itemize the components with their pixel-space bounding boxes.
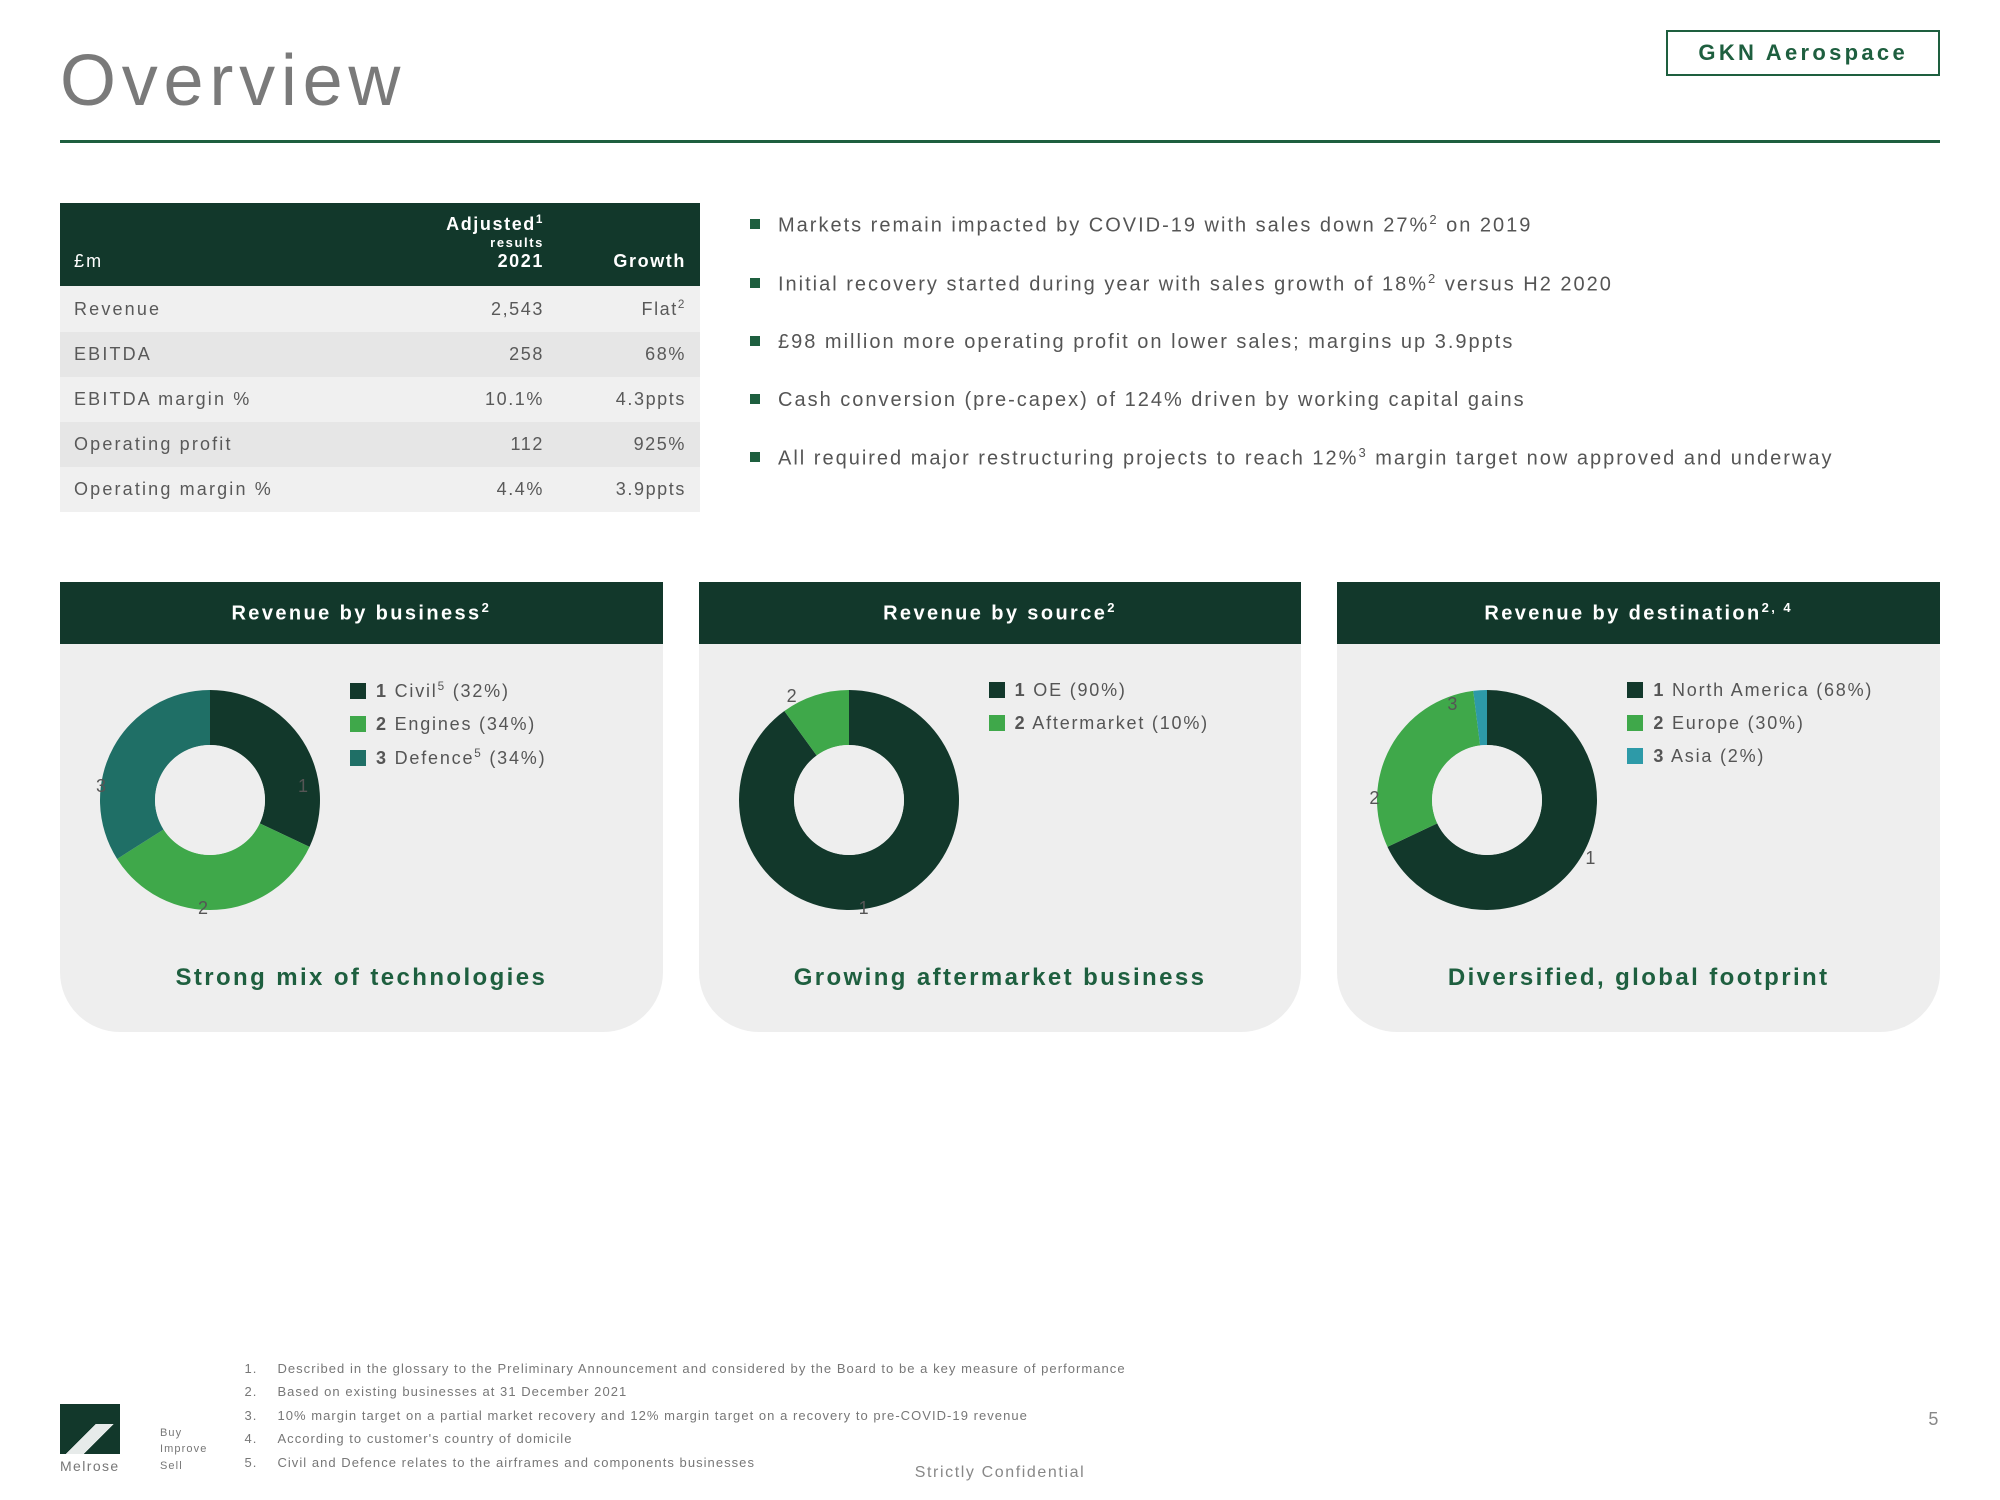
chart-title: Revenue by destination2, 4 [1337, 582, 1940, 644]
col-header-growth: Growth [558, 203, 700, 286]
slice-number-label: 1 [298, 776, 310, 797]
legend-item: 2 Engines (34%) [350, 714, 633, 735]
legend-item: 2 Europe (30%) [1627, 713, 1910, 734]
highlight-item: £98 million more operating profit on low… [750, 328, 1940, 356]
table-row: Operating margin %4.4%3.9ppts [60, 467, 700, 512]
bullet-icon [750, 219, 760, 229]
chart-card: Revenue by business2 1 2 3 1 Civil5 (32%) 2… [60, 582, 663, 1032]
chart-legend: 1 North America (68%) 2 Europe (30%) 3 Asi… [1627, 680, 1910, 779]
confidentiality-label: Strictly Confidential [0, 1464, 2000, 1482]
highlight-item: All required major restructuring project… [750, 444, 1940, 473]
title-rule [60, 140, 1940, 143]
table-row: Operating profit112925% [60, 422, 700, 467]
col-header-adjusted: Adjusted1 results 2021 [380, 203, 558, 286]
slice-number-label: 2 [198, 898, 210, 919]
slice-number-label: 2 [1369, 788, 1381, 809]
results-table: £m Adjusted1 results 2021 Growth Revenue… [60, 203, 700, 512]
footnote-item: 3.10% margin target on a partial market … [237, 1404, 1940, 1427]
legend-item: 3 Asia (2%) [1627, 746, 1910, 767]
legend-item: 1 OE (90%) [989, 680, 1272, 701]
legend-item: 2 Aftermarket (10%) [989, 713, 1272, 734]
bullet-icon [750, 336, 760, 346]
page-title: Overview [60, 40, 1940, 122]
donut-chart: 1 2 3 [1367, 680, 1607, 920]
highlight-item: Markets remain impacted by COVID-19 with… [750, 211, 1940, 240]
bullet-icon [750, 394, 760, 404]
slice-number-label: 3 [96, 776, 108, 797]
footnote-item: 4.According to customer's country of dom… [237, 1427, 1940, 1450]
donut-chart: 1 2 3 [90, 680, 330, 920]
brand-badge: GKN Aerospace [1666, 30, 1940, 76]
highlight-item: Initial recovery started during year wit… [750, 270, 1940, 299]
chart-title: Revenue by business2 [60, 582, 663, 644]
chart-caption: Strong mix of technologies [60, 964, 663, 992]
footnote-item: 2.Based on existing businesses at 31 Dec… [237, 1380, 1940, 1403]
chart-caption: Growing aftermarket business [699, 964, 1302, 992]
donut-chart: 12 [729, 680, 969, 920]
chart-caption: Diversified, global footprint [1337, 964, 1940, 992]
col-header-currency: £m [60, 203, 380, 286]
bullet-icon [750, 452, 760, 462]
table-row: EBITDA margin %10.1%4.3ppts [60, 377, 700, 422]
footnotes: 1.Described in the glossary to the Preli… [237, 1357, 1940, 1474]
table-row: Revenue2,543Flat2 [60, 286, 700, 332]
highlight-item: Cash conversion (pre-capex) of 124% driv… [750, 386, 1940, 414]
bullet-icon [750, 278, 760, 288]
slice-number-label: 1 [1585, 848, 1597, 869]
chart-card: Revenue by source2 12 1 OE (90%)2 Afterm… [699, 582, 1302, 1032]
chart-legend: 1 Civil5 (32%) 2 Engines (34%) 3 Defence5 … [350, 680, 633, 781]
footnote-item: 1.Described in the glossary to the Preli… [237, 1357, 1940, 1380]
slice-number-label: 3 [1447, 694, 1459, 715]
legend-item: 1 Civil5 (32%) [350, 680, 633, 702]
slice-number-label: 1 [859, 898, 871, 919]
slice-number-label: 2 [787, 686, 799, 707]
chart-title: Revenue by source2 [699, 582, 1302, 644]
chart-legend: 1 OE (90%) 2 Aftermarket (10%) [989, 680, 1272, 746]
table-row: EBITDA25868% [60, 332, 700, 377]
chart-card: Revenue by destination2, 4 1 2 3 1 North A… [1337, 582, 1940, 1032]
legend-item: 1 North America (68%) [1627, 680, 1910, 701]
legend-item: 3 Defence5 (34%) [350, 747, 633, 769]
highlights-list: Markets remain impacted by COVID-19 with… [750, 203, 1940, 503]
